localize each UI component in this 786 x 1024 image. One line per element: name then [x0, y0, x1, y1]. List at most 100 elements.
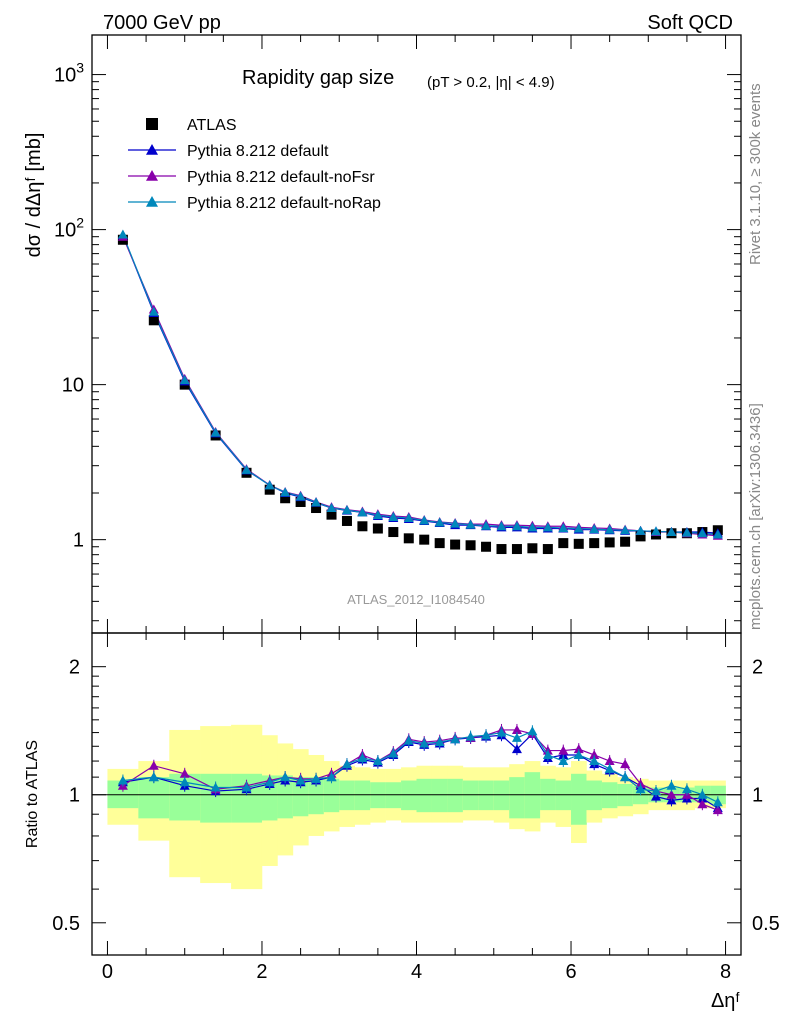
stat-band — [462, 780, 479, 811]
stat-band — [416, 778, 433, 813]
legend-marker — [146, 144, 158, 155]
ratio-point — [681, 784, 692, 794]
ratio-point — [620, 772, 631, 782]
ratio-point — [697, 799, 708, 809]
stat-band — [401, 780, 417, 811]
series-point — [527, 522, 538, 532]
legend-label: ATLAS — [187, 117, 237, 134]
y-tick-label: 1 — [73, 530, 84, 552]
header-right: Soft QCD — [647, 12, 733, 34]
series-point — [450, 518, 461, 528]
ratio-point — [372, 756, 383, 766]
ratio-point — [573, 749, 584, 759]
x-tick-label: 8 — [720, 961, 731, 983]
data-point — [341, 515, 352, 526]
x-tick-label: 2 — [256, 961, 267, 983]
y-tick-label: 0.5 — [752, 913, 780, 935]
y-axis-label-ratio: Ratio to ATLAS — [24, 740, 41, 848]
data-point — [311, 503, 322, 514]
series-point — [326, 503, 337, 513]
axes: 0 2 4 6 8 1 10 102 103 0.5 0.5 1 1 2 2 — [52, 35, 780, 983]
y-tick-label: 1 — [69, 785, 80, 807]
y-tick-label: 103 — [54, 60, 84, 87]
y-axis-label-top: dσ / dΔηᶠ [mb] — [23, 133, 45, 258]
data-point — [450, 539, 461, 550]
stat-band — [555, 780, 572, 811]
data-point — [148, 315, 159, 326]
series-point — [712, 529, 723, 539]
series-point — [651, 526, 662, 536]
series-point — [210, 427, 221, 437]
stat-band — [524, 772, 541, 819]
ratio-point — [712, 797, 723, 807]
ratio-point — [465, 731, 476, 741]
data-point — [388, 527, 399, 538]
series-line-2 — [122, 236, 718, 537]
y-tick-label: 102 — [54, 215, 84, 242]
series-point — [241, 464, 252, 474]
series-point — [179, 375, 190, 385]
y-tick-label: 1 — [752, 785, 763, 807]
data-point — [419, 534, 430, 545]
series-point — [558, 522, 569, 532]
series-point — [697, 528, 708, 538]
ratio-point — [589, 749, 600, 759]
data-point — [527, 543, 538, 554]
chart-title: Rapidity gap size (pT > 0.2, |η| < 4.9) — [242, 67, 555, 91]
series-point — [264, 480, 275, 490]
data-point — [372, 523, 383, 534]
series-point — [311, 497, 322, 507]
series-point — [419, 515, 430, 525]
data-point — [542, 544, 553, 555]
header-left: 7000 GeV pp — [103, 12, 221, 34]
series-point — [589, 524, 600, 534]
ratio-point — [511, 724, 522, 734]
ratio-point — [511, 732, 522, 742]
ratio-point — [264, 777, 275, 787]
series-point — [403, 512, 414, 522]
series-point — [295, 491, 306, 501]
legend-label: Pythia 8.212 default-noFsr — [187, 169, 375, 186]
ratio-point — [558, 745, 569, 755]
data-point — [604, 537, 615, 548]
ratio-point — [589, 756, 600, 766]
ratio-point — [295, 775, 306, 785]
stat-band — [138, 777, 170, 819]
series-point — [148, 306, 159, 316]
data-point — [264, 484, 275, 495]
data-point — [295, 496, 306, 507]
series-point — [573, 523, 584, 533]
ratio-panel — [117, 723, 723, 817]
ratio-point — [117, 775, 128, 785]
y-tick-label: 0.5 — [52, 913, 80, 935]
ratio-point — [179, 768, 190, 778]
data-point — [481, 541, 492, 552]
ratio-point — [434, 737, 445, 747]
ratio-point — [604, 763, 615, 773]
ratio-point — [148, 760, 159, 770]
series-point — [280, 487, 291, 497]
y-tick-label: 10 — [62, 375, 84, 397]
data-point — [403, 533, 414, 544]
ratio-point — [210, 782, 221, 792]
data-point — [326, 509, 337, 520]
ratio-point — [450, 734, 461, 744]
legend-marker — [146, 196, 158, 207]
legend-label: Pythia 8.212 default-noRap — [187, 195, 381, 212]
series-point — [496, 521, 507, 531]
legend-marker — [146, 118, 158, 130]
legend-label: Pythia 8.212 default — [187, 143, 329, 160]
ratio-point — [341, 759, 352, 769]
ratio-bands — [92, 724, 741, 890]
y-tick-label: 2 — [69, 657, 80, 679]
data-point — [558, 538, 569, 549]
data-point — [635, 531, 646, 542]
ratio-point — [511, 744, 522, 754]
chart-title-main: Rapidity gap size — [242, 67, 394, 89]
series-point — [635, 525, 646, 535]
y-tick-label: 2 — [752, 657, 763, 679]
data-point — [465, 540, 476, 551]
data-point — [434, 538, 445, 549]
ratio-point — [651, 786, 662, 796]
